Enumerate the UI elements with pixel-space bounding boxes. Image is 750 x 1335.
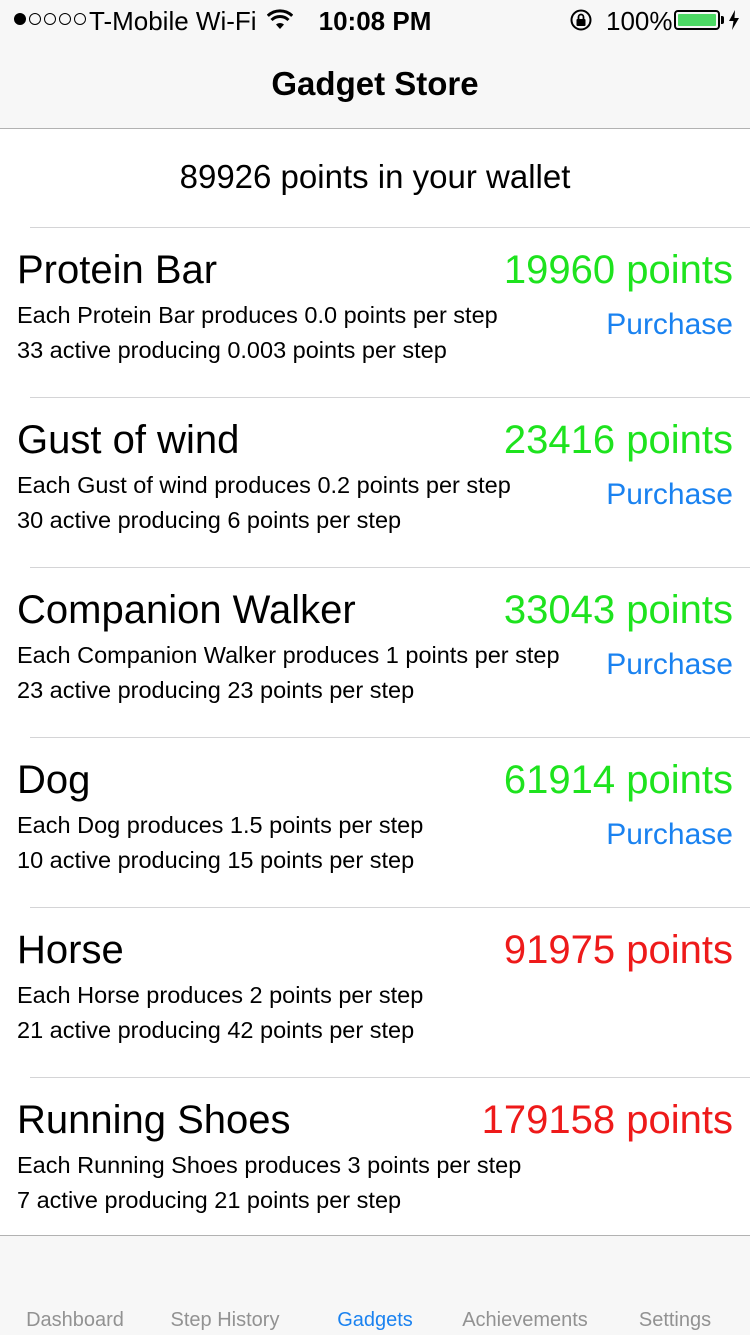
gadget-price: 61914 points [503, 758, 733, 802]
tab-dashboard[interactable]: Dashboard [26, 1309, 124, 1331]
gadget-row-gust-of-wind: Gust of wind 23416 points Each Gust of w… [0, 398, 750, 568]
clock: 10:08 PM [318, 6, 432, 36]
battery-percent: 100% [606, 6, 673, 36]
battery-icon [674, 10, 720, 30]
separator [30, 907, 750, 908]
gadget-active-count: 21 active producing 42 points per step [17, 1017, 415, 1043]
gadget-name: Gust of wind [17, 418, 240, 462]
gadget-rate: Each Dog produces 1.5 points per step [17, 812, 424, 838]
purchase-button[interactable]: Purchase [606, 648, 733, 681]
wallet-balance: 89926 points in your wallet [179, 158, 571, 195]
gadget-price: 33043 points [503, 588, 733, 632]
rotation-lock-icon [570, 9, 592, 31]
gadget-rate: Each Protein Bar produces 0.0 points per… [17, 302, 498, 328]
gadget-row-dog: Dog 61914 points Each Dog produces 1.5 p… [0, 738, 750, 908]
separator [30, 1077, 750, 1078]
gadget-price: 19960 points [503, 248, 733, 292]
separator [30, 737, 750, 738]
gadget-active-count: 23 active producing 23 points per step [17, 677, 415, 703]
gadget-name: Running Shoes [17, 1098, 291, 1142]
purchase-button[interactable]: Purchase [606, 478, 733, 511]
purchase-button[interactable]: Purchase [606, 818, 733, 851]
gadget-active-count: 7 active producing 21 points per step [17, 1187, 402, 1213]
navigation-bar: Gadget Store [0, 40, 750, 129]
gadget-rate: Each Running Shoes produces 3 points per… [17, 1152, 522, 1178]
gadget-rate: Each Horse produces 2 points per step [17, 982, 424, 1008]
wallet-summary: 89926 points in your wallet [0, 129, 750, 227]
separator [30, 397, 750, 398]
battery-nub [721, 16, 724, 24]
page-title: Gadget Store [271, 65, 479, 102]
tab-gadgets[interactable]: Gadgets [337, 1309, 413, 1331]
gadget-price: 23416 points [503, 418, 733, 462]
tab-settings[interactable]: Settings [638, 1309, 712, 1331]
purchase-button[interactable]: Purchase [606, 308, 733, 341]
signal-strength-icon [14, 13, 86, 25]
status-bar: T-Mobile Wi-Fi 10:08 PM 100% [0, 0, 750, 40]
battery-level [678, 14, 716, 26]
gadget-active-count: 33 active producing 0.003 points per ste… [17, 337, 447, 363]
separator [30, 227, 750, 228]
gadget-rate: Each Companion Walker produces 1 points … [17, 642, 560, 668]
gadget-name: Protein Bar [17, 248, 218, 292]
gadget-active-count: 10 active producing 15 points per step [17, 847, 415, 873]
separator [30, 567, 750, 568]
wifi-icon [267, 9, 293, 29]
tab-bar: Dashboard Step History Gadgets Achieveme… [0, 1235, 750, 1335]
gadget-price: 91975 points [503, 928, 733, 972]
gadget-price: 179158 points [481, 1098, 733, 1142]
gadget-name: Companion Walker [17, 588, 356, 632]
tab-step-history[interactable]: Step History [170, 1309, 280, 1331]
charging-bolt-icon [729, 10, 739, 30]
carrier-label: T-Mobile Wi-Fi [89, 6, 257, 36]
gadget-row-companion-walker: Companion Walker 33043 points Each Compa… [0, 568, 750, 738]
gadget-active-count: 30 active producing 6 points per step [17, 507, 402, 533]
gadget-name: Dog [17, 758, 91, 802]
gadget-row-protein-bar: Protein Bar 19960 points Each Protein Ba… [0, 228, 750, 398]
gadget-row-horse: Horse 91975 points Each Horse produces 2… [0, 908, 750, 1078]
tab-achievements[interactable]: Achievements [462, 1309, 588, 1331]
gadget-rate: Each Gust of wind produces 0.2 points pe… [17, 472, 511, 498]
gadget-row-running-shoes: Running Shoes 179158 points Each Running… [0, 1078, 750, 1248]
gadget-name: Horse [17, 928, 124, 972]
